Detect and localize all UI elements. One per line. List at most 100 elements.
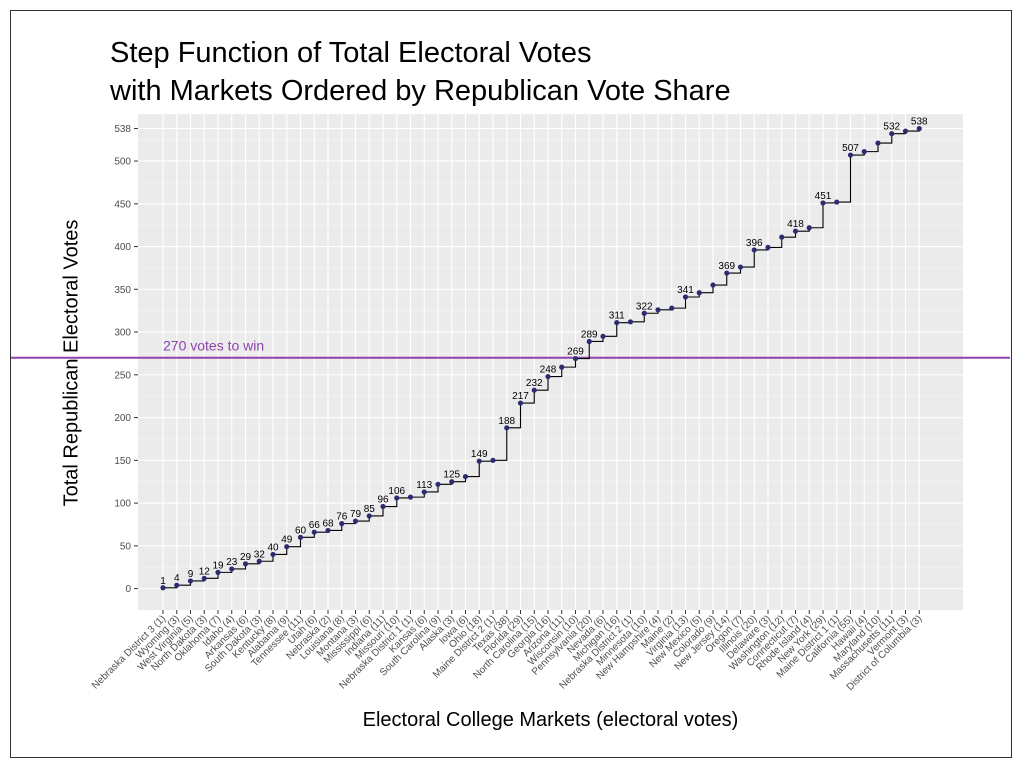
data-point [710,282,716,288]
data-point [297,534,304,540]
point-label: 322 [636,301,653,312]
data-point [834,199,840,205]
x-axis-label: Electoral College Markets (electoral vot… [362,709,739,731]
point-label: 269 [567,347,584,358]
y-tick-label: 450 [114,199,131,210]
data-point [682,294,689,300]
plot-panel [138,114,963,610]
data-point [339,521,345,527]
data-point [531,387,537,393]
data-point [160,585,166,591]
point-label: 341 [677,285,694,296]
y-tick-label: 250 [114,370,131,381]
point-label: 507 [842,143,859,154]
data-point [545,373,551,380]
data-point [449,479,455,485]
point-label: 188 [498,416,515,427]
point-label: 40 [267,542,279,553]
data-point [655,307,661,313]
point-label: 4 [174,573,180,584]
data-point [765,244,771,251]
y-tick-label: 538 [114,124,131,135]
data-point [242,561,249,567]
point-label: 248 [540,365,557,376]
point-label: 96 [377,495,389,506]
data-point [861,149,867,155]
data-point [476,458,482,464]
data-point [916,125,922,132]
point-label: 1 [160,576,166,587]
point-label: 396 [746,238,763,249]
data-point [284,544,290,550]
data-point [559,364,565,370]
point-label: 125 [443,470,460,481]
data-point [614,320,620,326]
y-tick-label: 200 [114,413,131,424]
data-point [462,473,469,480]
point-label: 538 [911,117,928,128]
data-point [435,481,441,487]
data-point [751,247,757,253]
data-point [256,558,262,564]
y-tick-label: 150 [114,456,131,467]
data-point [779,234,785,240]
data-point [847,152,854,158]
data-point [737,264,744,270]
point-label: 532 [883,122,900,133]
point-label: 49 [281,535,293,546]
point-label: 113 [416,480,432,491]
chart-title-line-1: Step Function of Total Electoral Votes [110,37,592,69]
data-point [586,338,592,345]
data-point [187,578,194,584]
data-point [504,425,510,431]
data-point [270,551,276,558]
chart-title: Step Function of Total Electoral Votes w… [110,34,990,110]
data-point [572,355,579,362]
point-label: 311 [609,311,625,322]
y-tick-label: 50 [120,541,132,552]
data-point [902,128,909,134]
point-label: 79 [350,509,362,520]
y-tick-label: 500 [114,157,131,168]
data-point [600,333,606,339]
point-label: 217 [512,391,529,402]
point-label: 23 [226,557,238,568]
data-point [792,228,799,234]
data-point [201,575,207,581]
y-tick-label: 100 [114,499,131,510]
data-point [490,457,496,463]
data-point [229,566,235,572]
data-point [174,582,180,588]
data-point [407,494,414,500]
data-point [820,200,826,206]
data-point [325,527,331,534]
point-label: 19 [212,560,224,571]
point-label: 149 [471,449,488,460]
data-point [380,503,386,510]
point-label: 12 [199,566,211,577]
point-label: 418 [787,219,804,230]
data-point [875,140,881,146]
point-label: 76 [336,512,348,523]
data-point [215,569,221,575]
data-point [627,319,634,325]
point-label: 232 [526,378,543,389]
point-label: 66 [309,520,321,531]
y-tick-label: 0 [125,584,131,595]
data-point [421,489,427,495]
point-label: 106 [388,486,405,497]
data-point [889,131,895,137]
data-point [311,529,317,535]
point-label: 29 [240,552,252,563]
data-point [641,310,647,316]
y-tick-label: 300 [114,328,131,339]
y-tick-label: 350 [114,285,131,296]
data-point [669,305,675,311]
point-label: 32 [254,549,266,560]
data-point [366,513,372,519]
point-label: 60 [295,525,307,536]
point-label: 289 [581,329,598,340]
threshold-label: 270 votes to win [163,338,264,354]
point-label: 451 [815,191,832,202]
point-label: 85 [364,504,376,515]
